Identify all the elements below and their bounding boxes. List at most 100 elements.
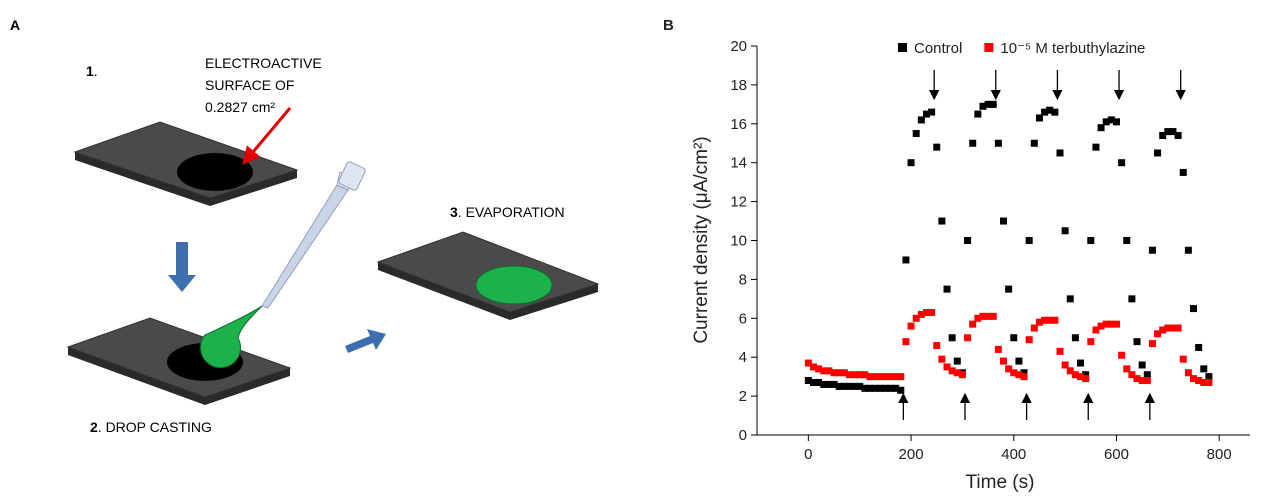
data-point [943, 363, 951, 371]
data-point [1082, 371, 1090, 379]
data-point [876, 373, 884, 381]
data-point [815, 378, 823, 386]
data-point [881, 384, 889, 392]
data-point [928, 308, 936, 316]
flow-arrow [345, 329, 386, 353]
data-point [1102, 118, 1110, 126]
y-tick-label: 0 [739, 427, 747, 444]
data-point [1107, 320, 1115, 328]
data-point [897, 386, 905, 394]
data-point [1005, 285, 1013, 293]
step-1: 1. [86, 63, 98, 79]
data-point [835, 369, 843, 377]
data-point [943, 285, 951, 293]
data-point [933, 342, 941, 350]
panel-label: B [663, 17, 674, 34]
data-point [1046, 106, 1054, 114]
data-point [887, 384, 895, 392]
data-point [1092, 143, 1100, 151]
data-point [1118, 159, 1126, 167]
y-tick-label: 4 [739, 349, 747, 366]
x-tick-label: 200 [899, 446, 924, 463]
data-point [1020, 369, 1028, 377]
data-point [953, 357, 961, 365]
y-tick-label: 20 [730, 38, 747, 55]
data-point [1035, 114, 1043, 122]
x-tick-label: 0 [804, 446, 812, 463]
data-point [922, 110, 930, 118]
data-point [984, 312, 992, 320]
data-point [1010, 334, 1018, 342]
x-tick-label: 800 [1207, 446, 1232, 463]
plate [73, 121, 299, 206]
data-point [1087, 237, 1095, 244]
pipette [261, 161, 366, 309]
data-point [1025, 237, 1033, 244]
surface-note: SURFACE OF [205, 77, 294, 93]
data-point [974, 110, 982, 118]
data-point [1148, 246, 1156, 254]
data-point [1200, 378, 1208, 386]
surface-note: ELECTROACTIVE [205, 55, 322, 71]
data-point [1010, 369, 1018, 377]
data-point [979, 312, 987, 320]
plate [376, 231, 600, 320]
step-3: 3. EVAPORATION [450, 204, 565, 220]
data-point [887, 373, 895, 381]
data-point [917, 116, 925, 124]
data-point [969, 139, 977, 147]
data-point [892, 373, 900, 381]
data-point [994, 345, 1002, 353]
data-point [1046, 316, 1054, 324]
data-point [892, 384, 900, 392]
data-point [958, 371, 966, 379]
data-point [938, 355, 946, 363]
data-point [933, 143, 941, 151]
data-point [840, 369, 848, 377]
data-point [1066, 367, 1074, 375]
data-point [856, 382, 864, 390]
data-point [1005, 365, 1013, 373]
data-point [922, 308, 930, 316]
data-point [989, 312, 997, 320]
data-point [861, 371, 869, 379]
data-point [835, 382, 843, 390]
data-point [1205, 373, 1213, 381]
panel-b: B Time (s) Current density (μA/cm²) 0 2 4 6… [663, 17, 1250, 493]
y-tick-label: 14 [730, 155, 747, 172]
y-tick-label: 12 [730, 194, 747, 211]
data-point [825, 367, 833, 375]
legend-label: Control [914, 40, 962, 57]
data-point [1148, 340, 1156, 348]
data-point [1184, 369, 1192, 377]
data-point [1025, 336, 1033, 344]
flow-arrow [168, 242, 196, 292]
data-point [1035, 318, 1043, 326]
data-point [881, 373, 889, 381]
data-point [948, 334, 956, 342]
data-point [1087, 338, 1095, 346]
data-point [1097, 124, 1105, 132]
data-point [1133, 375, 1141, 383]
data-point [1190, 375, 1198, 383]
data-point [856, 371, 864, 379]
panel-a: A 1. ELECTROACTIVE SURFACE OF 0.2827 cm²… [10, 17, 600, 435]
data-point [1071, 334, 1079, 342]
data-point [1077, 373, 1085, 381]
panel-label: A [10, 17, 20, 33]
data-point [1030, 139, 1038, 147]
data-point [1159, 326, 1167, 334]
data-point [1102, 320, 1110, 328]
data-point [984, 100, 992, 108]
data-point [912, 130, 920, 138]
data-point [979, 102, 987, 110]
data-point [871, 373, 879, 381]
data-point [1184, 246, 1192, 254]
data-point [1128, 295, 1136, 303]
data-point [907, 322, 915, 330]
plate [66, 317, 292, 405]
data-point [866, 373, 874, 381]
data-point [876, 384, 884, 392]
data-point [912, 314, 920, 322]
data-point [902, 338, 910, 346]
